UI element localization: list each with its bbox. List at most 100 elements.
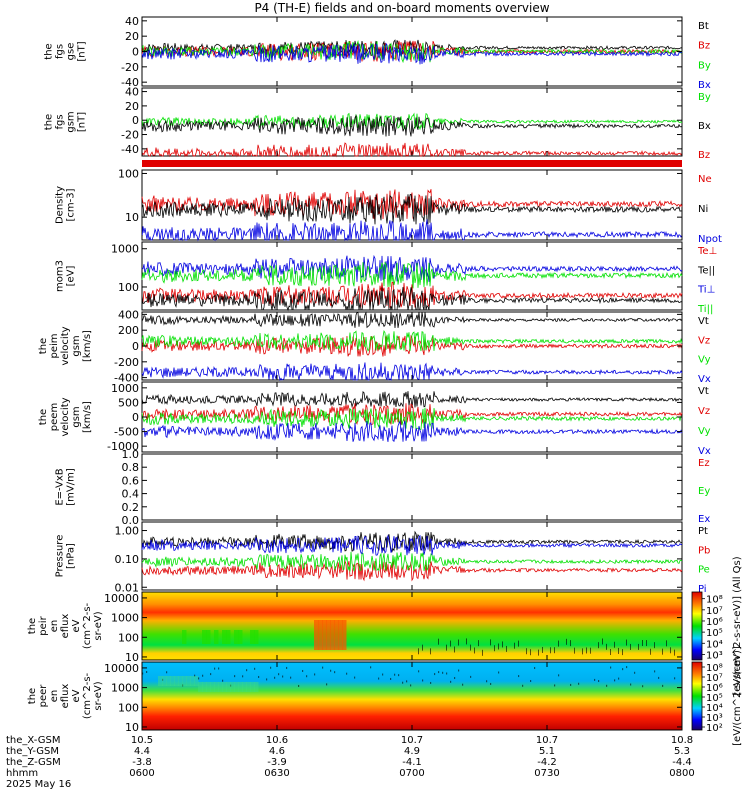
spectrogram-cell [550,647,551,654]
spectrogram-cell [626,666,628,669]
spectrogram-cell [602,638,603,645]
legend-Vt: Vt [698,386,709,397]
spectrogram-cell [662,684,664,687]
spectrogram-cell [462,683,464,686]
y-axis-label: en [49,690,60,703]
spectrogram-cell [614,679,616,682]
spectrogram-cell [370,666,372,669]
y-axis-label: the [27,618,38,634]
y-tick-label: 0.8 [122,461,140,474]
spectrogram-cell [514,642,515,649]
colorbar-tick-label: 10⁶ [706,617,723,628]
y-axis-label: peir [38,615,49,635]
spectrogram-cell [174,676,179,686]
spectrogram-cell [326,620,331,650]
y-tick-label: 20 [125,100,139,113]
spectrogram-cell [474,647,475,654]
spectrogram-cell [422,644,423,651]
series-line-By [141,112,683,131]
spectrogram-cell [674,649,675,656]
series-line-Ne [141,189,683,220]
legend-Vx: Vx [698,446,711,457]
spectrogram-cell [234,630,239,644]
spectrogram-cell [574,647,575,654]
colorbar-label: [eV/(cm^2-s-sr-eV)] [732,646,743,746]
legend-Ni: Ni [698,204,708,215]
y-axis-label: eV [71,689,82,702]
legend-Ex: Ex [698,514,710,525]
spectrogram-cell [654,642,655,649]
y-axis-label: [cm-3] [66,188,77,221]
spectrogram-cell [518,675,520,678]
spectrogram-cell [586,647,587,654]
y-tick-label: 1.00 [115,525,140,538]
y-axis-label: gsm [66,111,77,132]
spectrogram-cell [254,682,259,692]
spectrogram-cell [266,678,268,681]
series-line-Vx [141,362,683,382]
series-line-Pb [141,559,683,582]
y-axis-label: [nT] [77,112,88,132]
panel-3: 100 10 Density [cm-3] Ne Ni Npot [55,167,722,245]
spectrogram-cell [570,683,572,686]
y-axis-label: mom3 [55,260,66,292]
spectrogram-cell [498,643,499,650]
y-tick-label: 10000 [104,662,139,675]
colorbar-gradient [691,661,703,731]
spectrogram-cell [230,684,232,687]
date-label: 2025 May 16 [6,779,71,790]
spectrogram-cell [226,630,231,644]
spectrogram-cell [322,620,327,650]
spectrogram-cell [590,647,591,654]
spectrogram-cell [166,676,171,686]
legend-Vy: Vy [698,355,711,366]
spectrogram-cell [342,620,347,650]
spectrogram-cell [222,682,227,692]
spectrogram-cell [418,670,420,673]
series-line-Pe [141,551,683,572]
spectrogram-cell [430,648,431,655]
legend-Pt: Pt [698,526,708,537]
spectrogram-cell [290,676,292,679]
series-line-Pt [141,530,683,553]
spectrogram-cell [526,648,527,655]
legend-Vx: Vx [698,374,711,385]
spectrogram-cell [210,682,215,692]
spectrogram-cell [318,620,323,650]
spectrogram-cell [502,641,503,648]
spectrogram-cell [302,669,304,672]
spectrogram-cell [406,680,408,683]
spectrogram-cell [170,676,175,686]
chart-title: P4 (TH-E) fields and on-board moments ov… [254,1,549,15]
spectrogram-cell [146,671,148,674]
spectrogram-cell [630,643,631,650]
colorbar-tick-label: 10² [706,723,723,734]
spectrogram-cell [142,672,144,675]
spectrogram-cell [530,679,532,682]
y-tick-label: 10 [125,721,139,734]
y-axis-label: the [27,688,38,704]
y-axis-label: [mV/m] [66,468,77,506]
x-tick-label: 0600 [129,768,154,779]
spectrogram-cell [334,620,339,650]
x-tick-label: 10.8 [671,735,693,746]
y-axis-label: gsm [71,406,82,427]
y-axis-label: [km/s] [82,401,93,433]
y-tick-label: -20 [121,61,139,74]
panel-7: 1.00.80.60.40.20.0 E=-VxB [mV/m] Ez Ey Ex [55,448,711,527]
spectrogram-cell [630,683,632,686]
x-row-label: hhmm [6,768,38,779]
spectrogram-cell [638,643,639,650]
spectrogram-cell [434,673,436,676]
spectrogram-cell [398,674,400,677]
spectrogram-cell [242,682,247,692]
y-axis-label: Pressure [55,535,66,578]
y-tick-label: 100 [118,281,139,294]
spectrogram-cell [242,675,244,678]
spectrogram-cell [438,671,440,674]
spectrogram-cell [194,676,199,686]
